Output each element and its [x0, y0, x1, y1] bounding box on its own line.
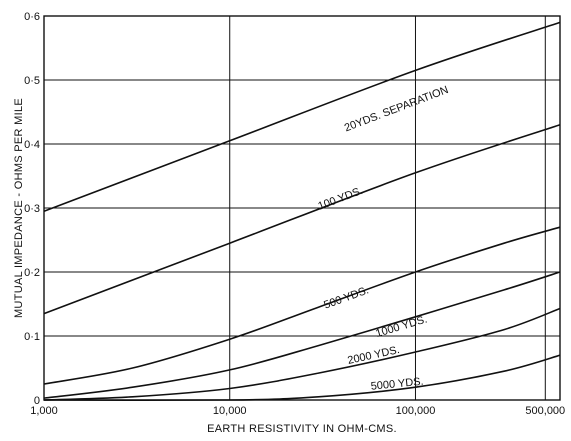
series-line-2 [43, 226, 561, 385]
curve-label: 5000 YDS. [370, 376, 424, 393]
x-tick-label: 10,000 [213, 405, 247, 417]
x-tick-label: 100,000 [396, 405, 436, 417]
series-line-3 [43, 271, 561, 399]
y-tick-label: 0·1 [24, 331, 40, 343]
y-tick-label: 0 [34, 395, 40, 407]
x-axis-title: EARTH RESISTIVITY IN OHM-CMS. [207, 423, 397, 435]
y-tick-label: 0·3 [24, 203, 40, 215]
grid-lines [43, 15, 560, 401]
series-line-0 [43, 21, 561, 212]
x-tick-label: 1,000 [30, 405, 58, 417]
y-tick-label: 0·2 [24, 267, 40, 279]
y-axis-title: MUTUAL IMPEDANCE - OHMS PER MILE [13, 98, 25, 318]
series-line-5 [43, 354, 561, 402]
y-tick-label: 0·5 [24, 75, 40, 87]
series-line-1 [43, 124, 561, 315]
y-tick-label: 0·6 [24, 11, 40, 23]
series-line-4 [43, 307, 561, 401]
curve-label: 100 YDS. [316, 185, 364, 213]
y-tick-label: 0·4 [24, 139, 40, 151]
tick-labels: 0 0·1 0·2 0·3 0·4 0·5 0·6 1,000 10,000 100,000 500… [24, 11, 565, 417]
curve-label: 2000 YDS. [346, 344, 400, 367]
x-tick-label: 500,000 [525, 405, 565, 417]
curve-label: 500 YDS. [322, 284, 370, 311]
series-curves [43, 21, 561, 402]
plot-frame [43, 15, 561, 401]
